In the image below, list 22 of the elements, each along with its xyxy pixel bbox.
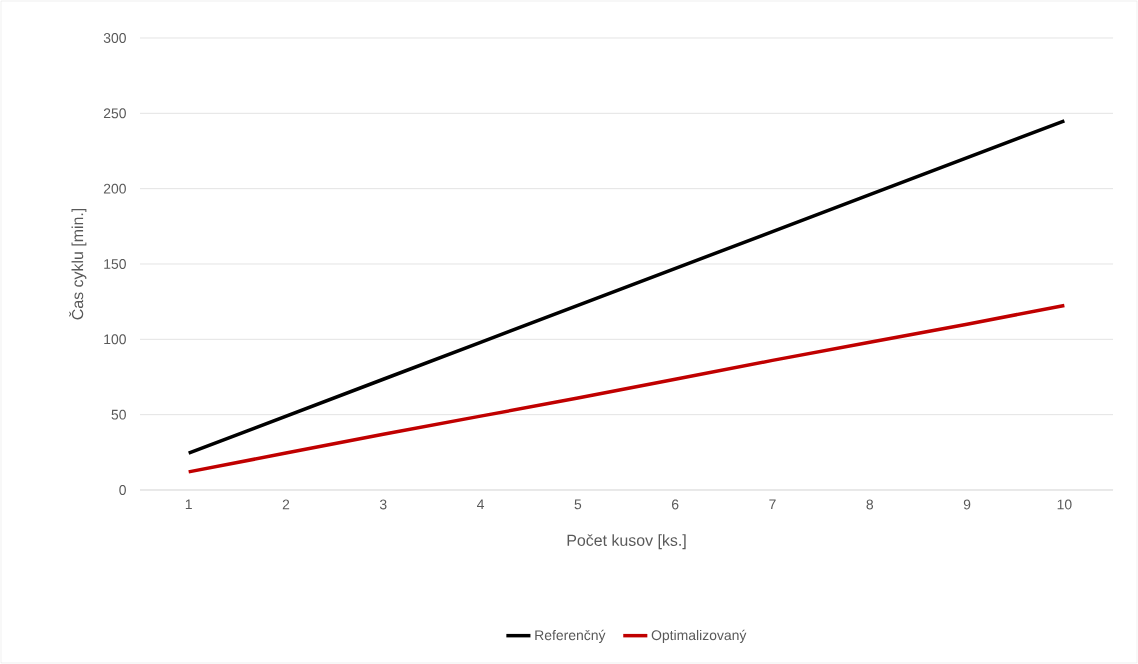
y-tick-label: 150 [104, 259, 126, 269]
y-tick-label: 250 [103, 108, 126, 119]
y-tick-label: 50 [111, 409, 126, 420]
x-tick-label: 8 [866, 499, 874, 510]
x-tick-label: 4 [477, 499, 485, 510]
y-tick-label: 100 [104, 334, 126, 345]
legend-label: Referenčný [535, 629, 606, 643]
y-axis-title: Čas cyklu [min.] [69, 208, 87, 320]
y-tick-label: 0 [119, 485, 126, 495]
x-tick-label: 6 [671, 499, 679, 510]
x-tick-label: 2 [282, 499, 290, 510]
x-tick-label: 9 [963, 499, 971, 510]
y-tick-label: 300 [103, 33, 126, 43]
x-tick-label: 10 [1057, 499, 1072, 510]
x-axis-title: Počet kusov [ks.] [567, 534, 686, 550]
x-tick-label: 5 [574, 499, 582, 510]
x-tick-label: 7 [769, 499, 776, 510]
line-series [186, 303, 1067, 474]
legend-label: Optimalizovaný [651, 629, 747, 643]
y-tick-label: 200 [103, 183, 126, 194]
x-tick-label: 3 [379, 499, 387, 510]
x-tick-label: 1 [185, 499, 192, 510]
